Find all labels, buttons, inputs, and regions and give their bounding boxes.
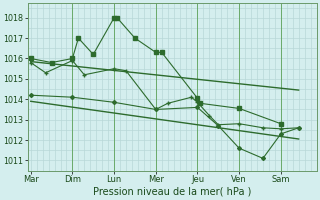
- X-axis label: Pression niveau de la mer( hPa ): Pression niveau de la mer( hPa ): [93, 187, 251, 197]
